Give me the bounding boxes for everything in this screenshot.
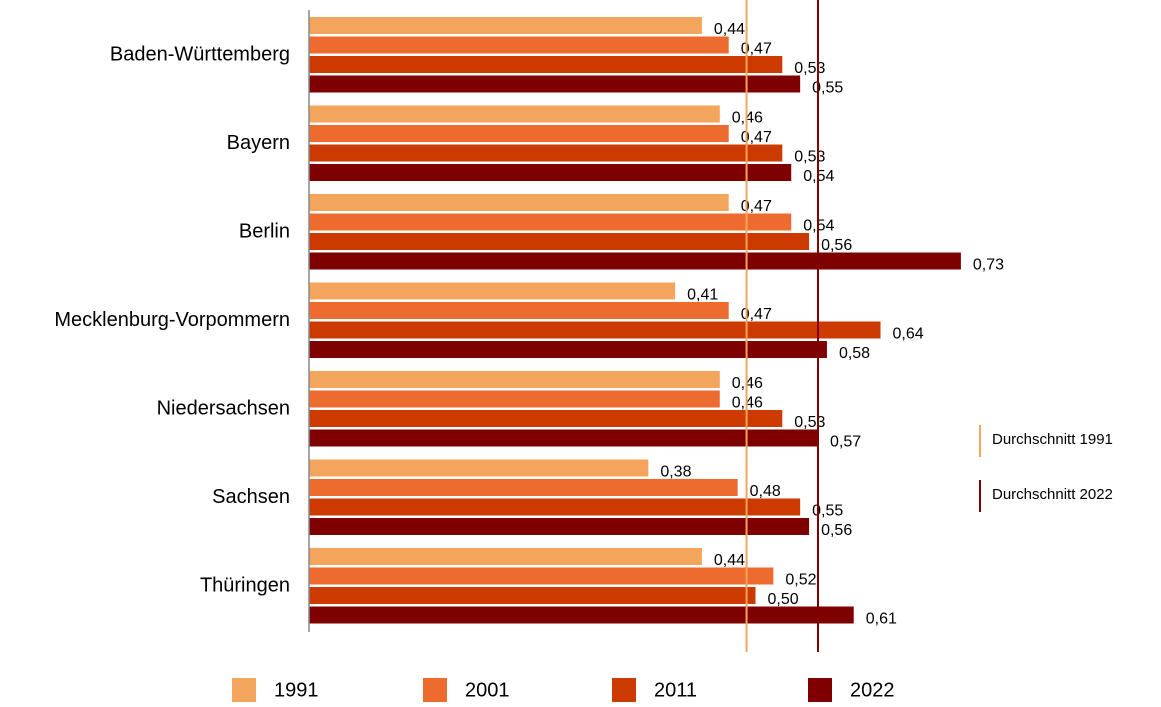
bar — [309, 164, 792, 181]
bar — [309, 371, 720, 388]
bar — [309, 213, 792, 231]
value-label: 0,53 — [794, 414, 825, 431]
bar — [309, 410, 783, 427]
bar — [309, 459, 649, 477]
value-label: 0,47 — [741, 198, 772, 215]
reference-legend-label: Durchschnitt 2022 — [992, 486, 1113, 503]
value-label: 0,56 — [821, 522, 852, 539]
value-label: 0,53 — [794, 60, 825, 77]
value-label: 0,52 — [785, 572, 816, 589]
bar — [309, 144, 783, 162]
bar — [309, 252, 961, 270]
category-label: Baden-Württemberg — [110, 43, 290, 65]
value-label: 0,47 — [741, 306, 772, 323]
value-label: 0,47 — [741, 41, 772, 58]
bar — [309, 321, 881, 339]
value-label: 0,47 — [741, 129, 772, 146]
value-label: 0,38 — [660, 464, 691, 481]
bar — [309, 429, 819, 447]
reference-legend-label: Durchschnitt 1991 — [992, 431, 1113, 448]
value-label: 0,55 — [812, 80, 843, 97]
category-label: Berlin — [239, 220, 290, 242]
bar — [309, 194, 729, 211]
bar — [309, 390, 720, 408]
legend-key — [612, 678, 636, 702]
category-label: Sachsen — [212, 486, 290, 508]
value-label: 0,41 — [687, 287, 718, 304]
value-label: 0,55 — [812, 503, 843, 520]
value-label: 0,64 — [893, 326, 924, 343]
value-label: 0,58 — [839, 345, 870, 362]
value-label: 0,44 — [714, 552, 745, 569]
bar — [309, 17, 702, 34]
category-label: Bayern — [227, 132, 290, 154]
bar — [309, 479, 738, 496]
bar — [309, 233, 810, 250]
value-label: 0,73 — [973, 257, 1004, 274]
category-label: Niedersachsen — [157, 397, 290, 419]
legend-label: 2022 — [850, 679, 895, 701]
category-label: Mecklenburg-Vorpommern — [54, 309, 290, 331]
bar — [309, 36, 729, 54]
bar — [309, 498, 801, 516]
value-label: 0,53 — [794, 149, 825, 166]
bar — [309, 302, 729, 319]
value-label: 0,44 — [714, 21, 745, 38]
value-label: 0,57 — [830, 434, 861, 451]
legend-key — [808, 678, 832, 702]
bar — [309, 518, 810, 535]
bar — [309, 125, 729, 142]
bar — [309, 606, 854, 624]
legend-label: 1991 — [274, 679, 319, 701]
legend-key — [423, 678, 447, 702]
value-label: 0,50 — [768, 591, 799, 608]
bar — [309, 105, 720, 123]
bar — [309, 56, 783, 73]
bar — [309, 587, 756, 604]
category-label: Thüringen — [200, 574, 290, 596]
bar — [309, 548, 702, 565]
legend-label: 2001 — [465, 679, 510, 701]
bar — [309, 75, 801, 93]
value-label: 0,48 — [750, 483, 781, 500]
bar — [309, 341, 827, 358]
value-label: 0,56 — [821, 237, 852, 254]
bar — [309, 282, 676, 300]
legend-key — [232, 678, 256, 702]
legend-label: 2011 — [654, 679, 697, 701]
bar — [309, 567, 774, 585]
value-label: 0,61 — [866, 611, 897, 628]
